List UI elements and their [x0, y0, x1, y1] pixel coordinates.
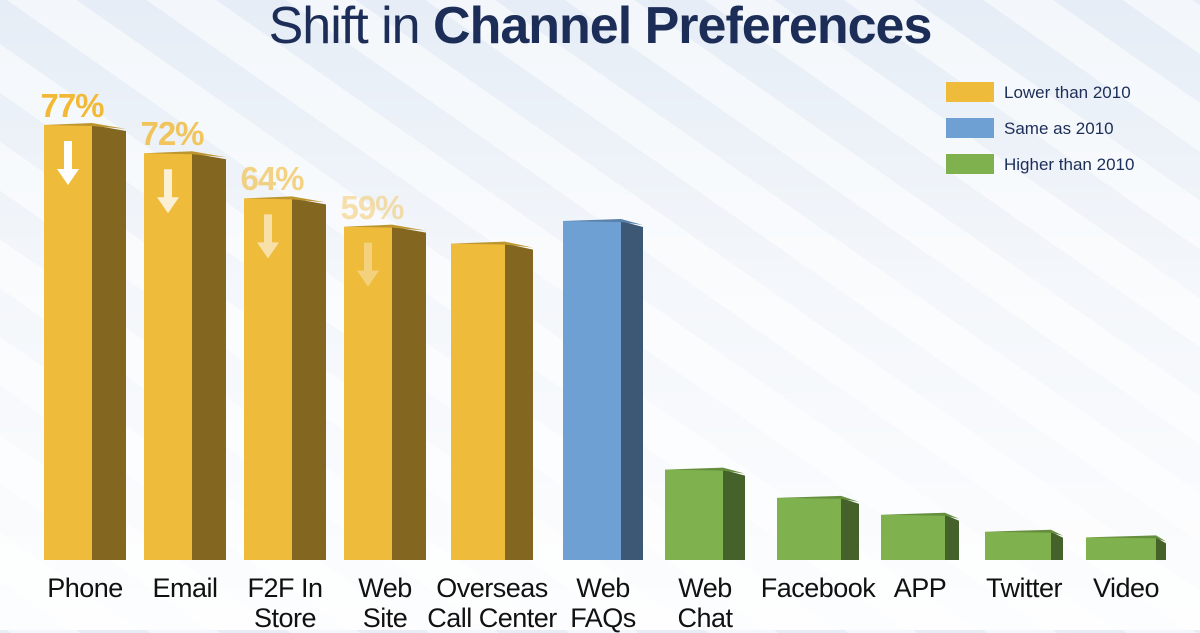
- bar-side: [505, 243, 533, 560]
- bar-side: [945, 514, 959, 560]
- value-label: 72%: [140, 115, 204, 153]
- bar-10: [1086, 535, 1166, 560]
- category-label: Email: [120, 573, 250, 603]
- bar-side: [621, 221, 643, 560]
- bar-front: [451, 243, 505, 560]
- bar-front: [344, 226, 392, 560]
- bar-front: [244, 198, 292, 560]
- category-label: Twitter: [959, 573, 1089, 603]
- category-label-line: APP: [893, 573, 947, 603]
- title-prefix: Shift in: [268, 0, 434, 55]
- bar-front: [881, 514, 945, 560]
- down-arrow-icon: [257, 214, 279, 259]
- category-label-line: Chat: [677, 603, 733, 633]
- bar-front: [563, 221, 621, 560]
- value-label: 64%: [240, 160, 304, 198]
- category-label-line: Web: [678, 573, 732, 603]
- bar-top: [44, 122, 126, 129]
- category-label: Phone: [20, 573, 150, 603]
- down-arrow-icon: [157, 169, 179, 214]
- bar-top: [563, 219, 643, 225]
- bar-3: [344, 224, 426, 560]
- bar-top: [344, 224, 426, 231]
- bar-top: [985, 529, 1063, 536]
- down-arrow-icon: [57, 140, 79, 185]
- category-label-line: Video: [1092, 573, 1160, 603]
- category-label: Web FAQs: [538, 573, 668, 633]
- bar-0: [44, 122, 126, 560]
- category-label-line: Overseas: [436, 573, 548, 603]
- bar-side: [841, 497, 859, 560]
- legend-swatch: [946, 118, 994, 138]
- category-label-line: Phone: [47, 573, 123, 603]
- value-label: 59%: [340, 188, 404, 226]
- bar-2: [244, 196, 326, 560]
- bar-top: [1086, 535, 1166, 542]
- bar-top: [244, 196, 326, 203]
- category-label: Web Chat: [640, 573, 770, 633]
- category-label-line: Store: [253, 603, 317, 633]
- bar-4: [451, 241, 533, 560]
- bar-side: [1156, 537, 1166, 560]
- bar-front: [985, 531, 1051, 560]
- bar-top: [451, 241, 533, 248]
- category-label-line: FAQs: [570, 603, 636, 633]
- legend-label: Same as 2010: [1004, 119, 1114, 138]
- bar-side: [723, 469, 745, 560]
- category-label: Video: [1061, 573, 1191, 603]
- category-label-line: Call Center: [427, 603, 557, 633]
- category-label-line: Facebook: [760, 573, 876, 603]
- bar-side: [1051, 531, 1063, 560]
- bar-front: [44, 124, 92, 560]
- legend-swatch: [946, 154, 994, 174]
- title-bold: Channel Preferences: [433, 0, 932, 55]
- bar-front: [777, 497, 841, 560]
- chart-title: Shift in Channel Preferences: [0, 0, 1200, 58]
- bar-front: [144, 153, 192, 560]
- legend-label: Lower than 2010: [1004, 83, 1131, 102]
- bar-side: [192, 153, 226, 560]
- bar-side: [92, 124, 126, 560]
- category-label-line: Email: [152, 573, 218, 603]
- category-label: APP: [855, 573, 985, 603]
- category-label: Facebook: [753, 573, 883, 603]
- bar-top: [777, 495, 859, 502]
- bar-7: [777, 495, 859, 560]
- bar-8: [881, 512, 959, 560]
- category-label-line: Site: [362, 603, 408, 633]
- bar-5: [563, 219, 643, 560]
- bar-side: [292, 198, 326, 560]
- bar-side: [392, 226, 426, 560]
- value-label: 77%: [40, 86, 104, 124]
- bar-1: [144, 151, 226, 560]
- legend-label: Higher than 2010: [1004, 155, 1135, 174]
- bar-9: [985, 529, 1063, 560]
- category-label: Web Site: [320, 573, 450, 633]
- bar-front: [1086, 537, 1156, 560]
- bar-6: [665, 467, 745, 560]
- down-arrow-icon: [357, 242, 379, 287]
- bar-top: [665, 467, 745, 474]
- category-label-line: Web: [358, 573, 412, 603]
- category-label-line: F2F In: [247, 573, 323, 603]
- bar-top: [144, 151, 226, 158]
- category-label: Overseas Call Center: [427, 573, 557, 633]
- category-label-line: Twitter: [985, 573, 1063, 603]
- bar-front: [665, 469, 723, 560]
- category-label: F2F In Store: [220, 573, 350, 633]
- category-label-line: Web: [576, 573, 630, 603]
- bar-top: [881, 512, 959, 519]
- legend-swatch: [946, 82, 994, 102]
